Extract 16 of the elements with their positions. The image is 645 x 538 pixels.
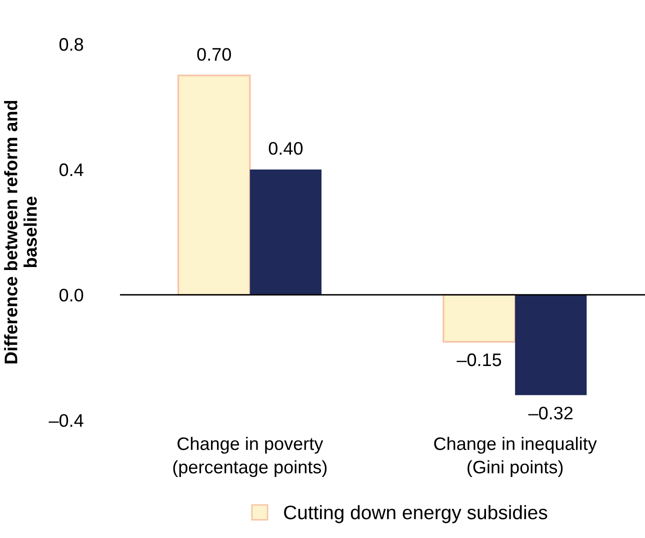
y-tick-label: 0.4 [59, 163, 84, 176]
x-tick-label: Change in inequality (Gini points) [434, 436, 597, 478]
data-label: –0.15 [456, 353, 502, 366]
y-tick-label: 0.0 [59, 288, 84, 302]
bar [177, 74, 251, 296]
x-tick-label: Change in poverty (percentage points) [173, 436, 327, 478]
data-label: 0.70 [197, 48, 231, 61]
data-label: 0.40 [268, 142, 303, 155]
legend-label: Cutting down energy subsidies [284, 505, 548, 524]
bar [250, 169, 322, 295]
y-axis-title: Difference between reform and baseline [4, 100, 37, 364]
data-label: –0.32 [528, 406, 573, 420]
y-tick-label: –0.4 [48, 414, 84, 427]
bar [515, 294, 587, 396]
bar [442, 294, 516, 343]
y-tick-label: 0.8 [59, 38, 84, 51]
